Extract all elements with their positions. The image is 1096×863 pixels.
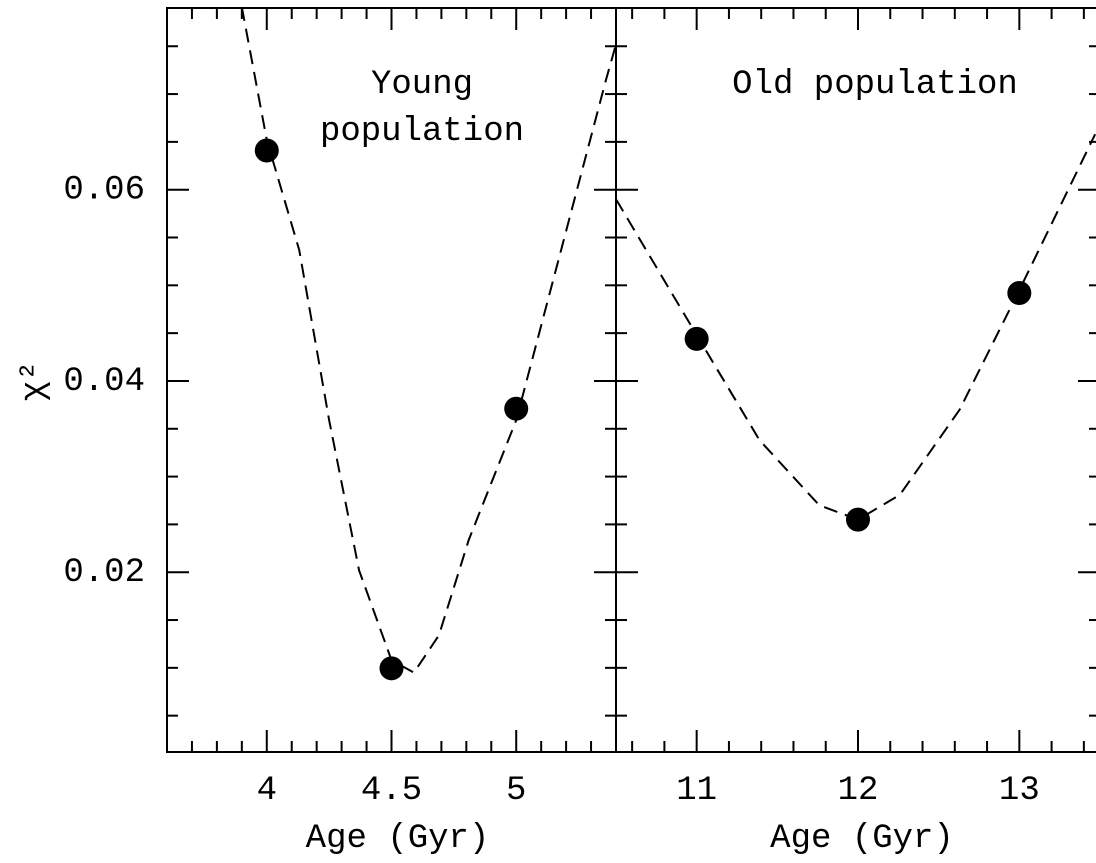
data-point (379, 656, 404, 681)
x-tick-label: 4.5 (361, 772, 422, 810)
annotation: population (320, 113, 524, 151)
plot-frame (615, 7, 1096, 753)
x-tick-label: 11 (676, 772, 717, 810)
data-point (684, 326, 709, 351)
x-axis-label: Age (Gyr) (306, 820, 490, 858)
data-point (1007, 280, 1032, 305)
x-tick-label: 12 (838, 772, 879, 810)
data-point (846, 507, 870, 532)
y-tick-label: 0.04 (63, 363, 145, 401)
fit-line (615, 133, 1096, 521)
x-tick-label: 5 (506, 772, 526, 810)
y-tick-label: 0.06 (63, 172, 145, 210)
fit-line (240, 6, 617, 674)
y-tick-label: 0.02 (63, 554, 145, 592)
data-point (254, 138, 279, 163)
annotation: Old population (732, 66, 1018, 104)
x-axis-label: Age (Gyr) (770, 820, 954, 858)
x-tick-label: 4 (257, 772, 277, 810)
annotation: Young (371, 66, 473, 104)
x-tick-label: 13 (999, 772, 1040, 810)
y-axis-label: χ² (16, 361, 54, 402)
data-point (504, 396, 529, 421)
